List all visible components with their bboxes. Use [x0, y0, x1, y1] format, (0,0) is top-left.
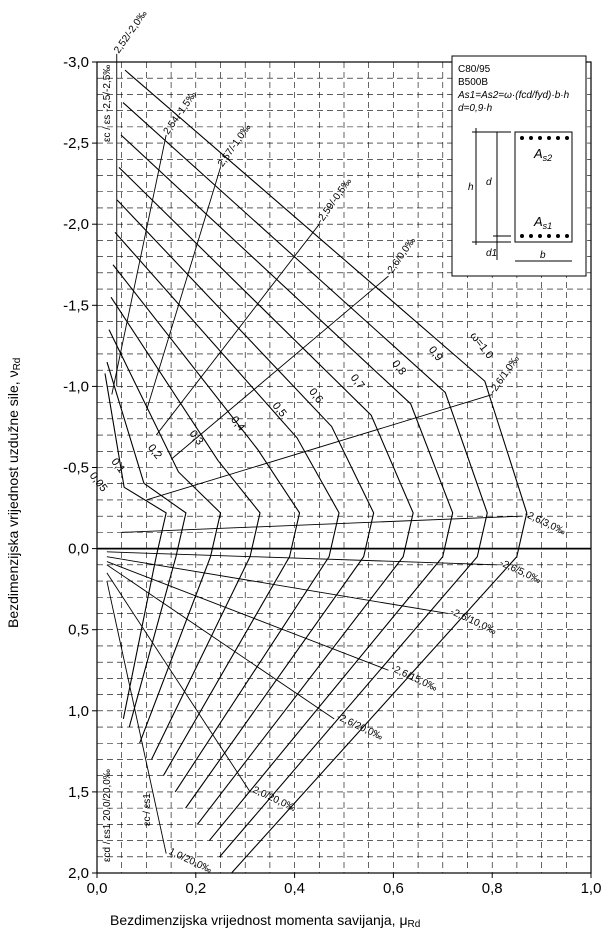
rebar-top	[520, 136, 569, 140]
omega-curve	[118, 167, 414, 825]
x-tick-label: 0,6	[383, 880, 404, 897]
y-tick-label: 0,0	[68, 541, 89, 558]
omega-curve	[116, 199, 375, 809]
x-tick-label: 0,4	[284, 880, 305, 897]
strain-label: -2,6/10,0‰	[448, 606, 497, 637]
corner-label-mid: εc / εs1	[142, 793, 153, 826]
y-tick-label: -3,0	[63, 54, 89, 71]
strain-line	[170, 275, 389, 460]
legend-depth: d=0,9·h	[458, 103, 493, 114]
y-tick-label: 0,5	[68, 622, 89, 639]
legend-b: b	[540, 250, 546, 261]
x-axis-title: Bezdimenzijska vrijednost momenta savija…	[110, 912, 420, 930]
legend-formula: As1=As2=ω·(fcd/fyd)·b·h	[457, 90, 570, 101]
x-tick-label: 0,2	[185, 880, 206, 897]
omega-curve	[120, 134, 454, 841]
omega-curve	[108, 329, 222, 744]
y-tick-label: -0,5	[63, 460, 89, 477]
y-tick-label: 1,5	[68, 784, 89, 801]
strain-label: 2,57/-1,0‰	[216, 122, 253, 169]
axes	[92, 61, 592, 878]
y-tick-label: -1,0	[63, 378, 89, 395]
strain-lines	[106, 53, 522, 854]
y-tick-label: -2,0	[63, 216, 89, 233]
legend-As2: As2	[533, 146, 552, 163]
strain-line	[111, 134, 167, 395]
omega-curve	[122, 102, 488, 858]
strain-line	[106, 580, 167, 854]
x-tick-label: 0,8	[482, 880, 503, 897]
strain-line	[106, 551, 498, 566]
strain-line	[145, 167, 221, 411]
strain-label: 1,0/20,0‰	[167, 846, 213, 875]
legend-As1: As1	[533, 214, 552, 231]
strain-line	[106, 572, 251, 793]
corner-label-top: εc / εs -2,5/-2,5‰	[102, 65, 113, 142]
y-tick-label: -1,5	[63, 297, 89, 314]
strain-label: -2,6/5,0‰	[498, 558, 542, 587]
y-tick-label: 2,0	[68, 865, 89, 882]
strain-label: -2,6/3,0‰	[523, 509, 567, 538]
rebar-bottom	[520, 234, 569, 238]
legend-d1: d1	[486, 248, 497, 259]
omega-label: 0,9	[426, 344, 445, 363]
x-tick-label: 1,0	[581, 880, 602, 897]
omega-curve	[124, 69, 528, 874]
strain-line	[146, 394, 493, 501]
x-tick-label: 0,0	[87, 880, 108, 897]
strain-label: 2,0/20,0‰	[251, 785, 297, 814]
strain-line	[121, 515, 522, 533]
legend-d: d	[486, 177, 492, 188]
omega-label: 0,4	[228, 414, 247, 433]
omega-label: 0,5	[270, 400, 289, 419]
omega-label: 0,05	[87, 470, 110, 494]
y-tick-label: -2,5	[63, 135, 89, 152]
strain-line	[106, 561, 389, 671]
omega-curve	[110, 296, 261, 760]
omega-curve	[104, 373, 167, 720]
strain-line	[155, 223, 320, 436]
strain-label: -2,59/-0,5‰	[315, 176, 354, 226]
omega-label: 0,3	[187, 428, 206, 447]
legend-concrete: C80/95	[458, 64, 491, 75]
strain-label: 2,52/-2,0‰	[112, 9, 149, 56]
omega-label: 0,2	[145, 442, 164, 461]
y-tick-label: 1,0	[68, 703, 89, 720]
omega-curve	[114, 231, 340, 793]
strain-line	[106, 556, 448, 614]
strain-line	[106, 564, 335, 720]
y-axis-title: Bezdimenzijska vrijednost uzdužne sile, …	[5, 358, 23, 628]
omega-curves	[104, 69, 528, 874]
omega-label: 0,7	[348, 372, 367, 391]
corner-label-bottom: εcd / εs1 20,0/20,0‰	[102, 769, 113, 862]
legend-h: h	[468, 182, 474, 193]
omega-label: 0,8	[389, 358, 408, 377]
omega-label: 0,1	[109, 456, 128, 475]
omega-curve	[112, 264, 301, 776]
omega-label: ω=1,0	[467, 330, 495, 361]
legend-steel: B500B	[458, 77, 488, 88]
omega-curve	[106, 361, 187, 728]
legend-box: C80/95 B500B As1=As2=ω·(fcd/fyd)·b·h d=0…	[451, 55, 587, 277]
